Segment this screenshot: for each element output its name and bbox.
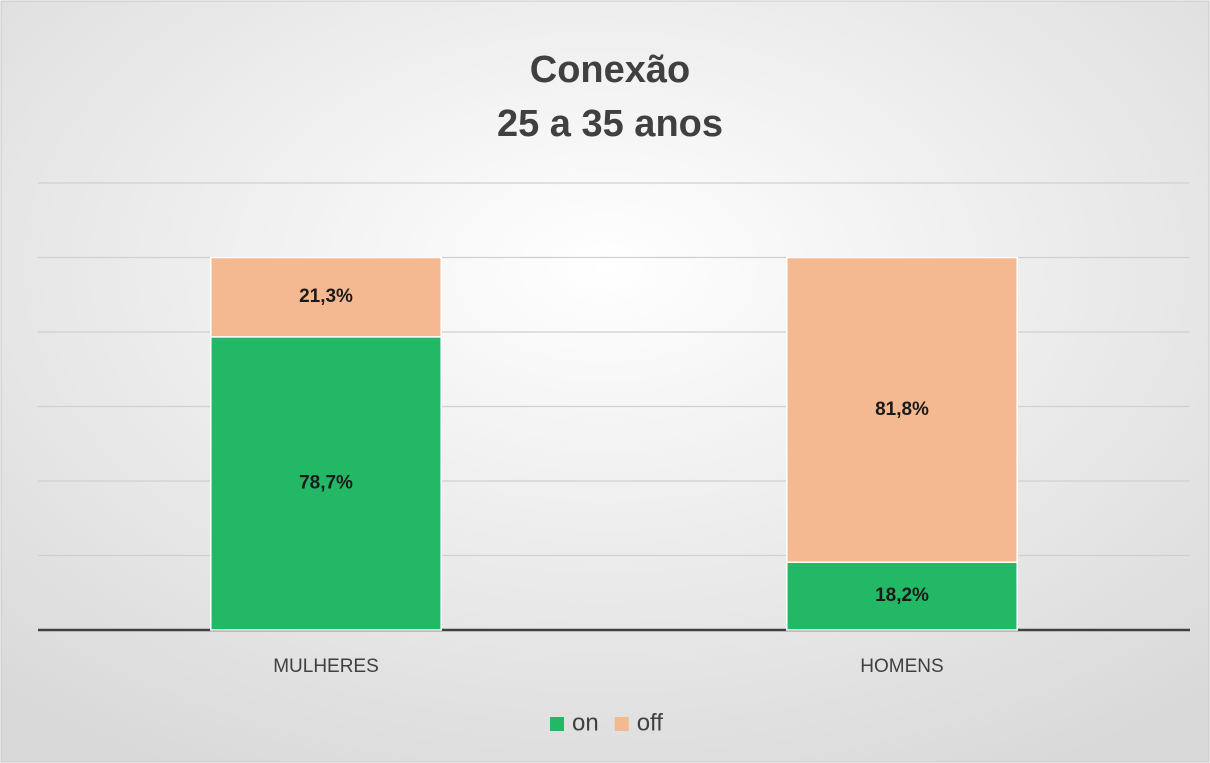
- data-label: 21,3%: [299, 286, 353, 307]
- legend-swatch: [614, 717, 629, 731]
- x-tick-label: MULHERES: [273, 656, 379, 677]
- bar-segment: [786, 561, 1018, 631]
- bar-segment: [210, 336, 442, 631]
- bar-segment: [786, 256, 1018, 563]
- data-label: 81,8%: [875, 399, 929, 420]
- chart-title: 25 a 35 anos: [497, 103, 723, 145]
- x-tick-label: HOMENS: [860, 656, 943, 677]
- bar-segment: [210, 256, 442, 338]
- chart-title: Conexão: [530, 49, 690, 91]
- legend-label: on: [572, 709, 599, 736]
- data-label: 78,7%: [299, 472, 353, 493]
- legend-label: off: [637, 709, 664, 736]
- legend-swatch: [550, 717, 564, 731]
- data-label: 18,2%: [875, 585, 929, 606]
